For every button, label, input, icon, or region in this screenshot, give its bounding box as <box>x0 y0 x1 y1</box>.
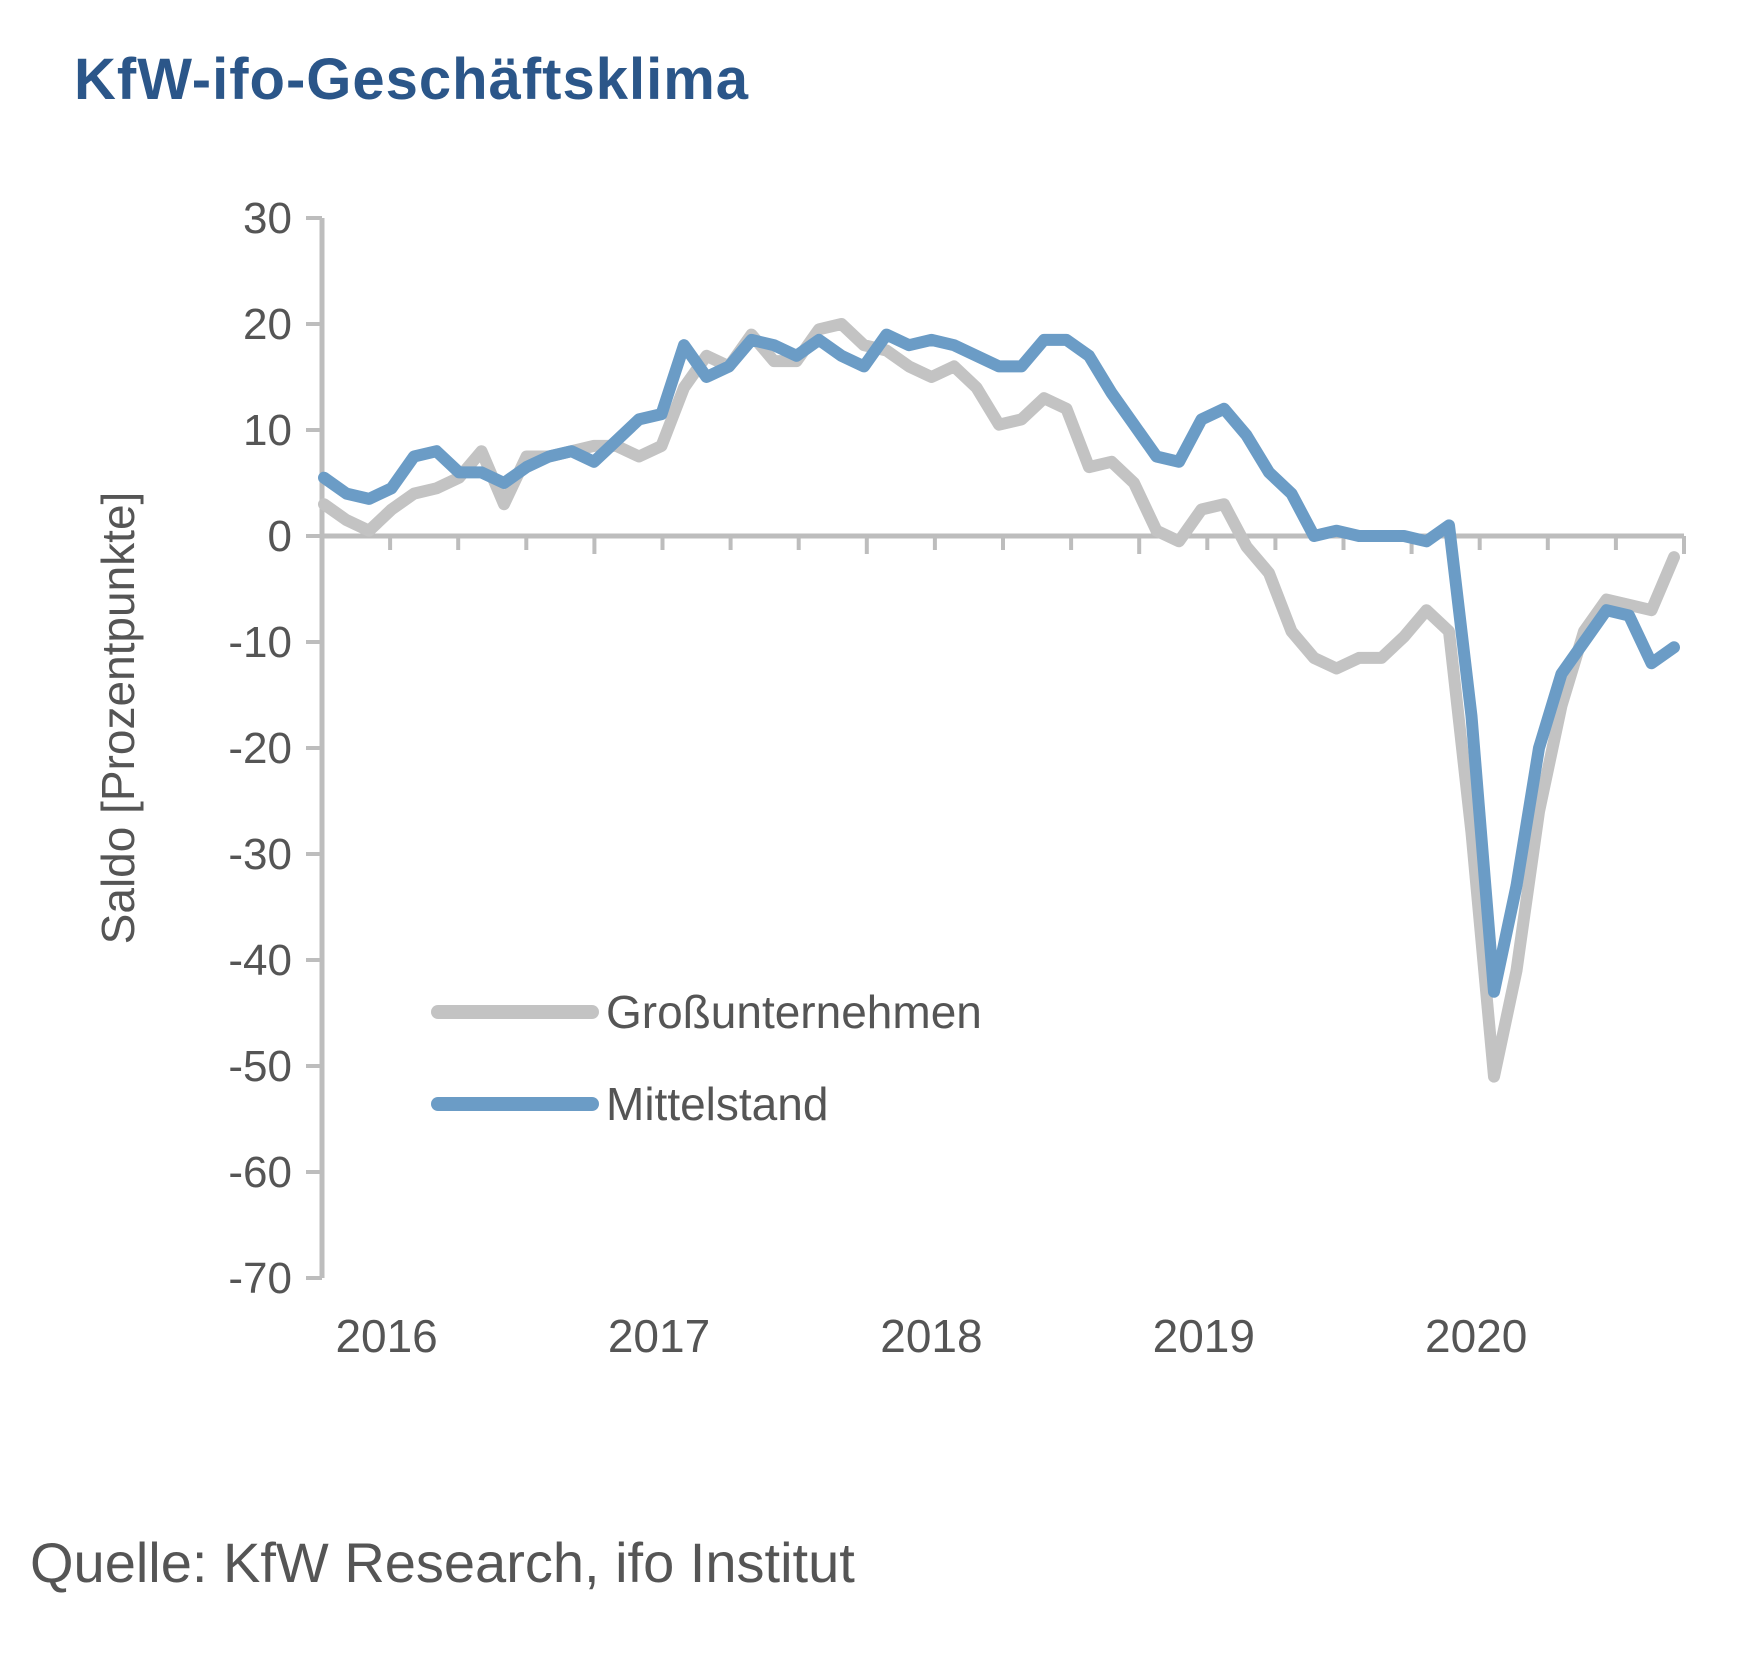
y-tick-label: -70 <box>228 1254 292 1303</box>
y-axis-ticks: 30 20 10 0 -10 -20 -30 -40 -50 -60 -70 <box>228 194 322 1303</box>
y-tick-label: -40 <box>228 936 292 985</box>
x-tick-label: 2019 <box>1153 1310 1255 1362</box>
legend-label-mittelstand: Mittelstand <box>606 1078 828 1130</box>
y-tick-label: -10 <box>228 618 292 667</box>
series-line-mittelstand <box>318 328 1680 998</box>
source-note: Quelle: KfW Research, ifo Institut <box>30 1531 855 1594</box>
y-tick-label: 30 <box>243 194 292 243</box>
series-lines <box>318 318 1680 1083</box>
y-tick-label: -50 <box>228 1042 292 1091</box>
x-tick-label: 2016 <box>335 1310 437 1362</box>
y-tick-label: 20 <box>243 300 292 349</box>
y-tick-label: -60 <box>228 1148 292 1197</box>
y-tick-label: -30 <box>228 830 292 879</box>
x-tick-label: 2017 <box>608 1310 710 1362</box>
y-tick-label: 0 <box>268 512 292 561</box>
chart-title: KfW-ifo-Geschäftsklima <box>74 47 750 112</box>
y-tick-label: -20 <box>228 724 292 773</box>
x-tick-label: 2020 <box>1425 1310 1527 1362</box>
y-axis-label: Saldo [Prozentpunkte] <box>92 492 144 945</box>
legend: Großunternehmen Mittelstand <box>431 986 982 1130</box>
y-tick-label: 10 <box>243 406 292 455</box>
x-tick-label: 2018 <box>880 1310 982 1362</box>
x-axis-ticks: 2016 2017 2018 2019 2020 <box>320 536 1686 1362</box>
legend-label-grossunternehmen: Großunternehmen <box>606 986 982 1038</box>
